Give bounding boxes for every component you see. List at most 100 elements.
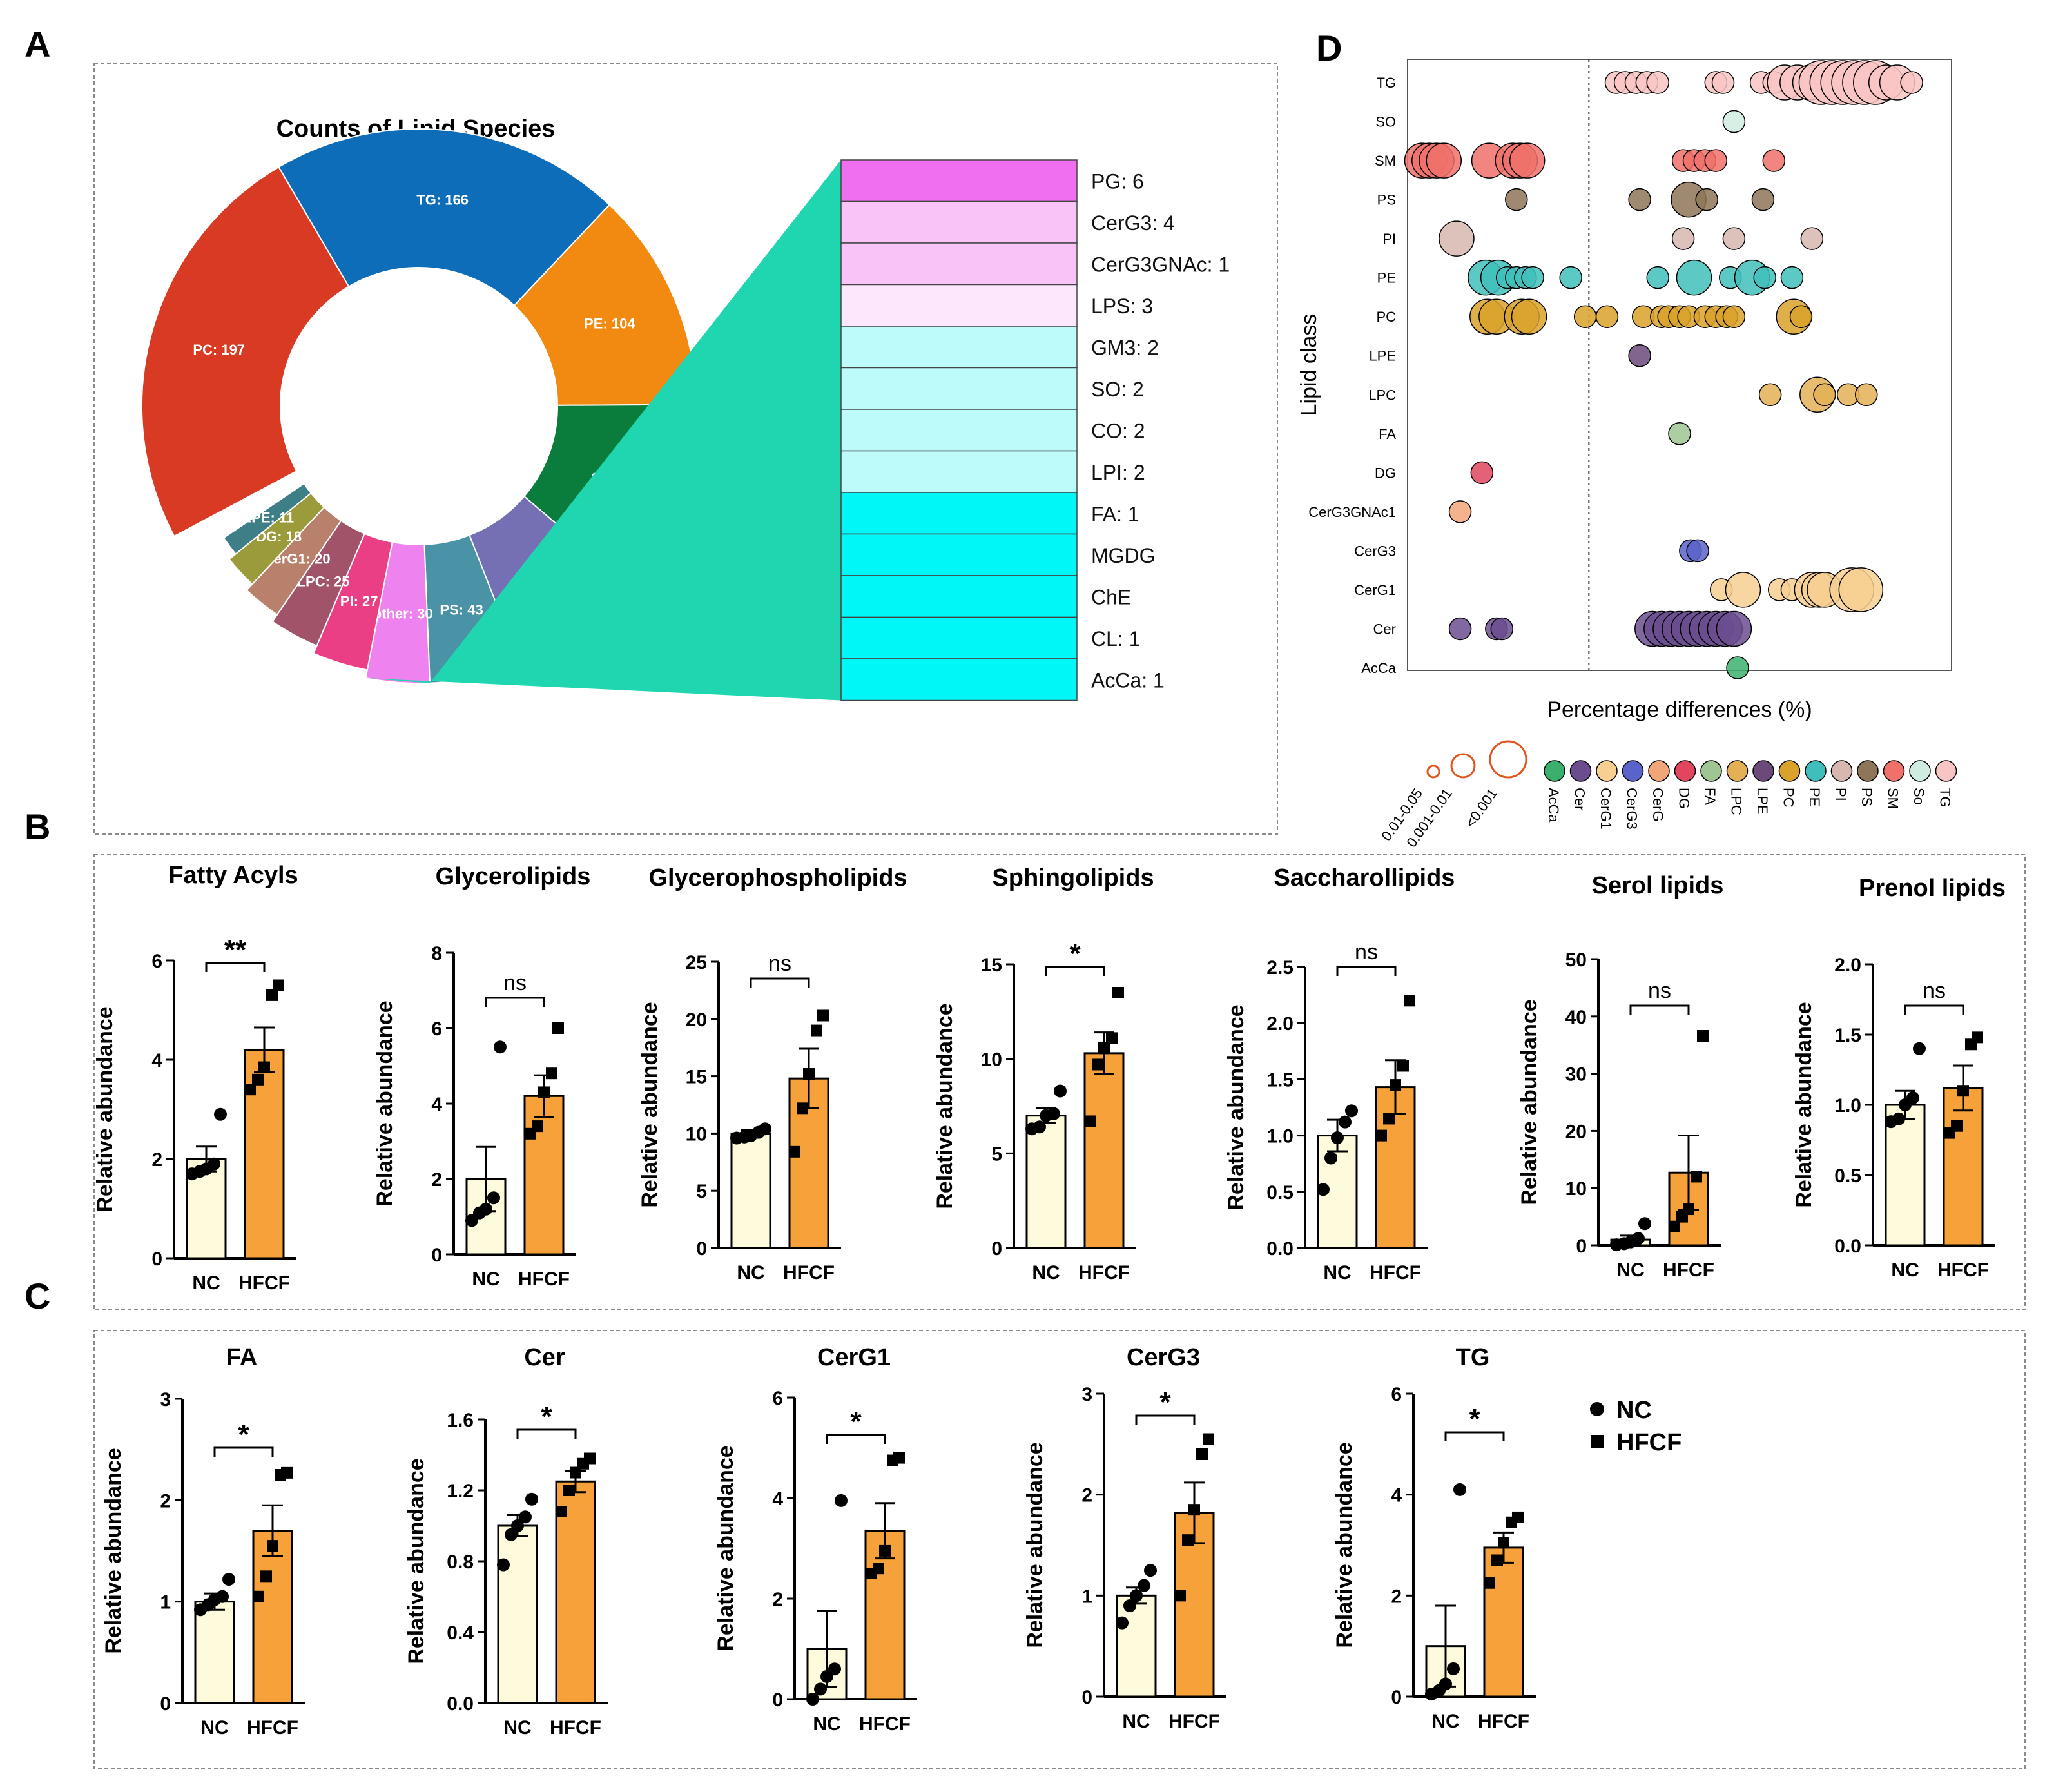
nc-point: [1339, 1115, 1352, 1129]
y-tick-label: 0: [1576, 1236, 1587, 1257]
panel-title: Glycerolipids: [436, 863, 591, 890]
color-legend-dot: [1700, 760, 1722, 782]
sig-bracket: [1444, 1431, 1505, 1441]
y-tick-label: 1.0: [1834, 1095, 1861, 1116]
nc-point: [525, 1492, 538, 1506]
color-legend-dot: [1674, 760, 1696, 782]
y-tick-label: 4: [1391, 1485, 1402, 1506]
y-axis-title: Relative abundance: [1792, 1002, 1816, 1207]
sig-bracket: [1904, 1004, 1964, 1015]
color-legend-label: CerG3: [1624, 788, 1640, 830]
hfcf-point: [1112, 987, 1124, 998]
y-tick-label: 0.5: [1834, 1165, 1861, 1187]
bubble-pe: [1676, 259, 1712, 296]
bubble-pi: [1722, 227, 1746, 250]
y-tick-label: 0.5: [1266, 1182, 1294, 1203]
sig-bracket: [205, 962, 266, 972]
y-tick-label: 5: [991, 1144, 1002, 1165]
x-tick-label: HFCF: [518, 1269, 570, 1290]
color-legend-dot: [1726, 760, 1749, 782]
x-tick-label: HFCF: [783, 1262, 835, 1283]
sig-label: *: [1469, 1403, 1480, 1435]
class-label: PE: [1377, 270, 1396, 286]
hfcf-point: [1174, 1590, 1186, 1602]
nc-point: [1345, 1104, 1358, 1118]
nc-point: [1632, 1232, 1645, 1245]
nc-point: [497, 1558, 510, 1572]
hfcf-point: [563, 1485, 575, 1496]
hfcf-point: [273, 979, 284, 991]
panel-b-charts: Fatty Acyls Relative abundance 0 2 4 6 NC HFCF *…: [93, 862, 2006, 1294]
y-tick-label: 20: [686, 1009, 707, 1031]
bubble-acca: [1726, 656, 1749, 679]
sig-label: *: [1069, 938, 1081, 969]
class-label: PS: [1377, 192, 1396, 208]
panel-c-charts: FA Relative abundance 0 1 2 3 NC HFCF * Cer Relati…: [101, 1344, 1536, 1738]
bubble-pc: [1722, 305, 1746, 328]
x-tick-label: HFCF: [859, 1713, 911, 1735]
bubble-so: [1722, 110, 1746, 133]
bubble-pc: [1573, 305, 1597, 328]
other-label-1: CerG3: 4: [1091, 211, 1175, 235]
hfcf-point: [1512, 1511, 1524, 1523]
hfcf-point: [1669, 1220, 1680, 1232]
hfcf-point: [546, 1067, 557, 1080]
hfcf-point: [1182, 1534, 1194, 1546]
hfcf-bar: [252, 1530, 293, 1704]
donut-label-8: LPC: 25: [297, 574, 350, 590]
x-axis-title: Percentage differences (%): [1547, 697, 1812, 722]
bubble-tg: [1646, 71, 1669, 94]
class-label: FA: [1379, 426, 1396, 442]
hfcf-point: [532, 1120, 543, 1133]
hfcf-point: [1084, 1115, 1096, 1127]
nc-point: [1324, 1151, 1337, 1165]
nc-point: [1453, 1483, 1466, 1496]
bubble-pi: [1439, 220, 1475, 257]
sig-bracket: [750, 977, 810, 988]
bubble-cerg3: [1686, 539, 1709, 563]
y-tick-label: 5: [696, 1181, 707, 1202]
color-legend-dot: [1830, 760, 1853, 782]
class-label: DG: [1375, 465, 1396, 481]
y-tick-label: 0.8: [447, 1552, 474, 1573]
y-tick-label: 1.5: [1266, 1069, 1294, 1091]
y-tick-label: 10: [1565, 1178, 1587, 1200]
hfcf-point: [789, 1145, 800, 1158]
hfcf-point: [260, 1570, 272, 1583]
nc-bar: [1885, 1104, 1926, 1247]
x-tick-label: HFCF: [1663, 1260, 1714, 1281]
color-legend-label: SM: [1885, 788, 1901, 809]
hfcf-point: [1375, 1129, 1387, 1142]
color-legend-label: AcCa: [1546, 788, 1562, 823]
bubble-pe: [1521, 266, 1544, 289]
hfcf-point: [1691, 1171, 1702, 1183]
other-box-1: [840, 200, 1078, 244]
other-label-11: CL: 1: [1091, 627, 1140, 650]
y-tick-label: 8: [431, 943, 442, 964]
other-label-12: AcCa: 1: [1091, 668, 1165, 692]
panel-c-frame: [93, 1330, 2026, 1769]
hfcf-point: [1106, 1032, 1118, 1044]
nc-point: [1116, 1616, 1129, 1630]
sig-label: ns: [1355, 940, 1378, 964]
other-box-6: [840, 409, 1078, 452]
bar-panel-b-3: Sphingolipids Relative abundance 0 5 10 15 NC H…: [933, 864, 1154, 1283]
x-tick-label: NC: [1323, 1262, 1351, 1283]
sig-label: ns: [503, 971, 527, 995]
bubble-lpc: [1813, 383, 1836, 407]
hfcf-bar: [555, 1480, 596, 1704]
panel-letter-d: D: [1316, 28, 1342, 68]
color-legend-dot: [1752, 760, 1774, 782]
y-tick-label: 4: [151, 1050, 162, 1071]
nc-point: [1447, 1662, 1460, 1675]
nc-point: [759, 1122, 771, 1136]
nc-point: [1892, 1112, 1905, 1125]
class-label: AcCa: [1361, 660, 1397, 676]
nc-point: [1033, 1120, 1046, 1134]
y-tick-label: 2.0: [1266, 1013, 1294, 1035]
panel-letter-c: C: [24, 1276, 50, 1316]
other-box-7: [840, 450, 1078, 493]
hfcf-point: [803, 1068, 815, 1080]
y-tick-label: 0: [431, 1245, 442, 1266]
hfcf-point: [1203, 1433, 1214, 1445]
